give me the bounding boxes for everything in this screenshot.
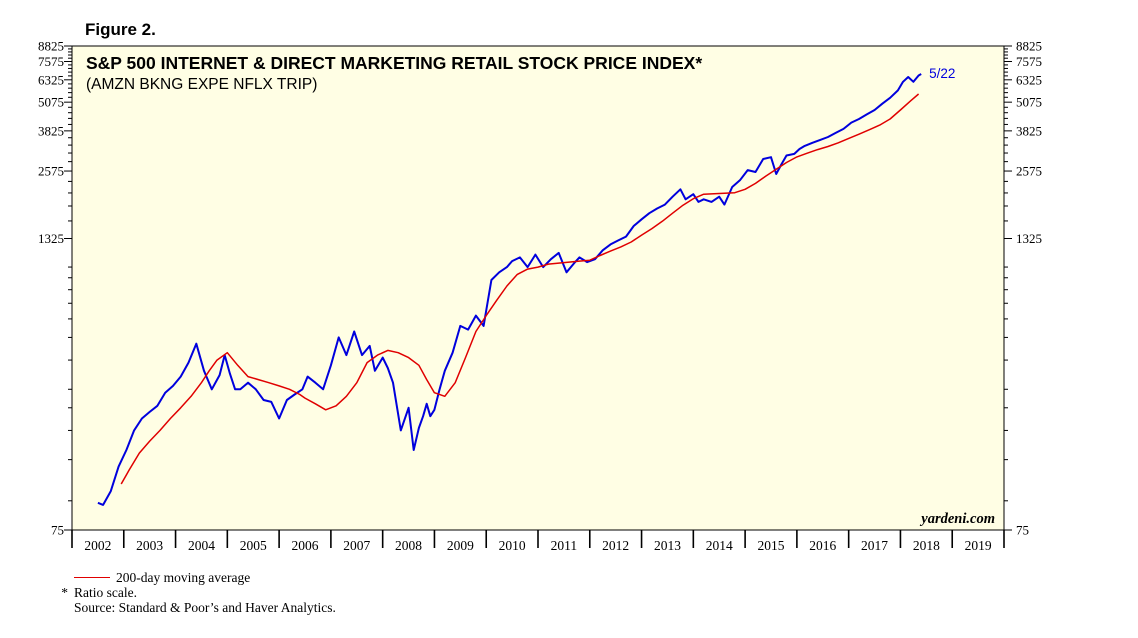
x-tick-label: 2008 bbox=[395, 538, 422, 553]
y-tick-label-left: 8825 bbox=[38, 39, 64, 54]
y-tick-label-right: 75 bbox=[1016, 523, 1029, 538]
chart: S&P 500 INTERNET & DIRECT MARKETING RETA… bbox=[38, 39, 1042, 554]
y-tick-label-right: 2575 bbox=[1016, 164, 1042, 179]
figure-label: Figure 2. bbox=[85, 20, 156, 39]
chart-notes: 200-day moving average * Ratio scale. So… bbox=[52, 570, 336, 615]
end-date-annotation: 5/22 bbox=[929, 66, 955, 81]
x-tick-label: 2019 bbox=[965, 538, 992, 553]
footnote-text: Ratio scale. bbox=[74, 585, 137, 600]
x-tick-label: 2017 bbox=[861, 538, 888, 553]
x-tick-label: 2013 bbox=[654, 538, 681, 553]
y-tick-label-left: 7575 bbox=[38, 54, 64, 69]
y-tick-label-left: 3825 bbox=[38, 123, 64, 138]
x-tick-label: 2015 bbox=[758, 538, 785, 553]
y-tick-label-left: 75 bbox=[51, 523, 64, 538]
y-tick-label-left: 1325 bbox=[38, 231, 64, 246]
x-tick-label: 2006 bbox=[292, 538, 319, 553]
x-tick-label: 2011 bbox=[551, 538, 578, 553]
y-tick-label-left: 2575 bbox=[38, 164, 64, 179]
x-axis: 2002 2003 2004 2005 2006 2007 2008 2009 2010 2011… bbox=[71, 530, 1005, 553]
series-line-index bbox=[97, 73, 922, 506]
x-tick-label: 2002 bbox=[84, 538, 111, 553]
x-tick-label: 2009 bbox=[447, 538, 474, 553]
y-tick-label-right: 6325 bbox=[1016, 72, 1042, 87]
y-tick-label-right: 1325 bbox=[1016, 231, 1042, 246]
watermark: yardeni.com bbox=[919, 511, 995, 527]
x-tick-label: 2016 bbox=[809, 538, 836, 553]
footnote-row: * Ratio scale. bbox=[52, 585, 336, 600]
series-lines bbox=[97, 73, 922, 506]
source-text: Source: Standard & Poor’s and Haver Anal… bbox=[74, 600, 336, 615]
x-tick-label: 2003 bbox=[136, 538, 163, 553]
y-tick-label-right: 5075 bbox=[1016, 95, 1042, 110]
y-tick-label-right: 8825 bbox=[1016, 39, 1042, 54]
legend-swatch-moving-average bbox=[74, 577, 110, 578]
x-tick-label: 2007 bbox=[343, 538, 370, 553]
x-tick-label: 2014 bbox=[706, 538, 733, 553]
chart-title: S&P 500 INTERNET & DIRECT MARKETING RETA… bbox=[86, 53, 702, 73]
x-tick-label: 2018 bbox=[913, 538, 940, 553]
chart-subtitle: (AMZN BKNG EXPE NFLX TRIP) bbox=[86, 76, 317, 93]
x-tick-label: 2005 bbox=[240, 538, 267, 553]
x-tick-label: 2010 bbox=[499, 538, 526, 553]
y-tick-label-right: 7575 bbox=[1016, 54, 1042, 69]
y-tick-label-left: 6325 bbox=[38, 72, 64, 87]
x-tick-label: 2004 bbox=[188, 538, 215, 553]
legend-row: 200-day moving average bbox=[52, 570, 336, 585]
y-tick-label-left: 5075 bbox=[38, 95, 64, 110]
legend-label: 200-day moving average bbox=[116, 570, 251, 585]
series-line-moving-average bbox=[120, 93, 920, 485]
source-row: Source: Standard & Poor’s and Haver Anal… bbox=[52, 600, 336, 615]
plot-background bbox=[71, 45, 1005, 531]
x-tick-label: 2012 bbox=[602, 538, 629, 553]
y-tick-label-right: 3825 bbox=[1016, 123, 1042, 138]
footnote-mark: * bbox=[61, 585, 68, 600]
